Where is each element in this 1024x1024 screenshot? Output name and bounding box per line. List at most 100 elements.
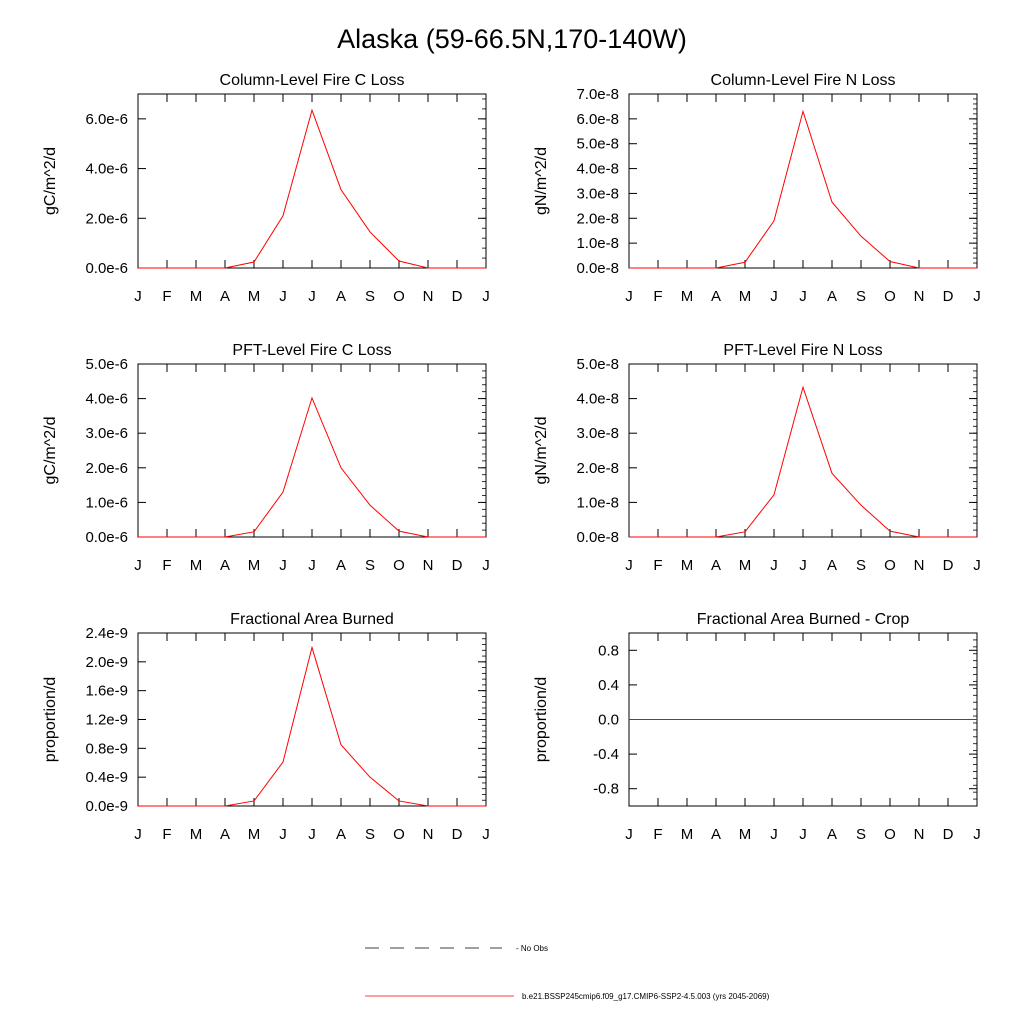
x-tick-label: M [248,557,261,574]
x-tick-label: M [248,826,261,843]
legend: - No Obs b.e21.BSSP245cmip6.f09_g17.CMIP… [365,944,770,1001]
x-tick-label: F [162,557,171,574]
x-tick-label: M [190,288,203,305]
x-tick-label: J [134,288,142,305]
x-tick-label: F [653,826,662,843]
x-tick-label: J [308,288,316,305]
x-tick-label: J [799,826,807,843]
y-axis-label: proportion/d [42,677,59,762]
y-tick-label: 0.0e-8 [576,260,619,277]
x-tick-label: S [856,288,866,305]
x-tick-label: D [943,557,954,574]
y-tick-label: 0.4e-9 [85,769,128,786]
x-tick-label: J [973,288,981,305]
y-tick-label: 5.0e-6 [85,356,128,373]
x-tick-label: A [220,826,230,843]
x-tick-label: D [452,288,463,305]
y-tick-label: 2.0e-8 [576,210,619,227]
x-tick-label: D [943,826,954,843]
data-series-line [138,645,486,807]
x-tick-label: A [827,557,837,574]
x-tick-label: D [452,826,463,843]
x-tick-label: J [625,826,633,843]
x-tick-label: S [365,826,375,843]
x-tick-label: D [452,557,463,574]
x-tick-label: J [799,557,807,574]
y-tick-label: 0.8 [598,642,619,659]
x-tick-label: O [393,557,405,574]
y-tick-label: 1.0e-6 [85,494,128,511]
x-tick-label: A [336,557,346,574]
y-tick-label: 1.6e-9 [85,683,128,700]
x-tick-label: N [914,288,925,305]
x-tick-label: J [134,557,142,574]
y-tick-label: 6.0e-8 [576,111,619,128]
x-tick-label: J [770,557,778,574]
y-tick-label: -0.4 [593,746,619,763]
x-tick-label: S [365,288,375,305]
legend-model-label: b.e21.BSSP245cmip6.f09_g17.CMIP6-SSP2-4.… [522,992,770,1001]
x-tick-label: J [134,826,142,843]
data-series-line [138,396,486,538]
x-tick-label: J [308,557,316,574]
y-tick-label: -0.8 [593,781,619,798]
data-series-line [629,385,977,538]
x-tick-label: N [914,557,925,574]
y-tick-label: 0.0e-9 [85,798,128,815]
x-tick-label: O [884,826,896,843]
y-tick-label: 2.0e-6 [85,460,128,477]
x-tick-label: J [973,557,981,574]
y-tick-label: 3.0e-8 [576,185,619,202]
x-tick-label: A [711,826,721,843]
x-tick-label: O [393,826,405,843]
panel-title: Column-Level Fire N Loss [711,72,896,89]
panel-title: PFT-Level Fire N Loss [723,342,882,359]
x-tick-label: A [336,288,346,305]
x-tick-label: J [770,288,778,305]
x-tick-label: N [423,826,434,843]
x-tick-label: A [827,288,837,305]
y-tick-label: 0.0e-8 [576,529,619,546]
x-tick-label: N [914,826,925,843]
y-tick-label: 0.8e-9 [85,740,128,757]
x-tick-label: F [653,557,662,574]
y-axis-label: gN/m^2/d [533,147,550,215]
data-series-line [138,108,486,269]
x-tick-label: J [279,826,287,843]
x-tick-label: J [279,288,287,305]
x-tick-label: D [943,288,954,305]
y-tick-label: 4.0e-6 [85,161,128,178]
y-tick-label: 0.0 [598,712,619,729]
x-tick-label: A [711,557,721,574]
y-tick-label: 2.4e-9 [85,625,128,642]
panel-title: Fractional Area Burned [230,611,394,628]
y-axis-label: gN/m^2/d [533,417,550,485]
y-tick-label: 5.0e-8 [576,136,619,153]
y-tick-label: 4.0e-6 [85,391,128,408]
x-tick-label: O [393,288,405,305]
x-tick-label: M [681,557,694,574]
x-tick-label: A [220,557,230,574]
y-axis-label: proportion/d [533,677,550,762]
y-tick-label: 0.0e-6 [85,260,128,277]
y-tick-label: 0.4 [598,677,619,694]
y-axis-label: gC/m^2/d [42,147,59,215]
x-tick-label: M [190,557,203,574]
x-tick-label: J [482,826,490,843]
chart-panel: Fractional Area Burned - Crop proportion/… [533,611,981,843]
y-tick-label: 7.0e-8 [576,86,619,103]
x-tick-label: M [248,288,261,305]
y-tick-label: 2.0e-9 [85,654,128,671]
x-tick-label: M [681,826,694,843]
x-tick-label: O [884,557,896,574]
x-tick-label: A [711,288,721,305]
y-tick-label: 2.0e-6 [85,210,128,227]
y-tick-label: 4.0e-8 [576,161,619,178]
y-tick-label: 1.0e-8 [576,235,619,252]
x-tick-label: J [308,826,316,843]
x-tick-label: S [856,557,866,574]
x-tick-label: N [423,557,434,574]
